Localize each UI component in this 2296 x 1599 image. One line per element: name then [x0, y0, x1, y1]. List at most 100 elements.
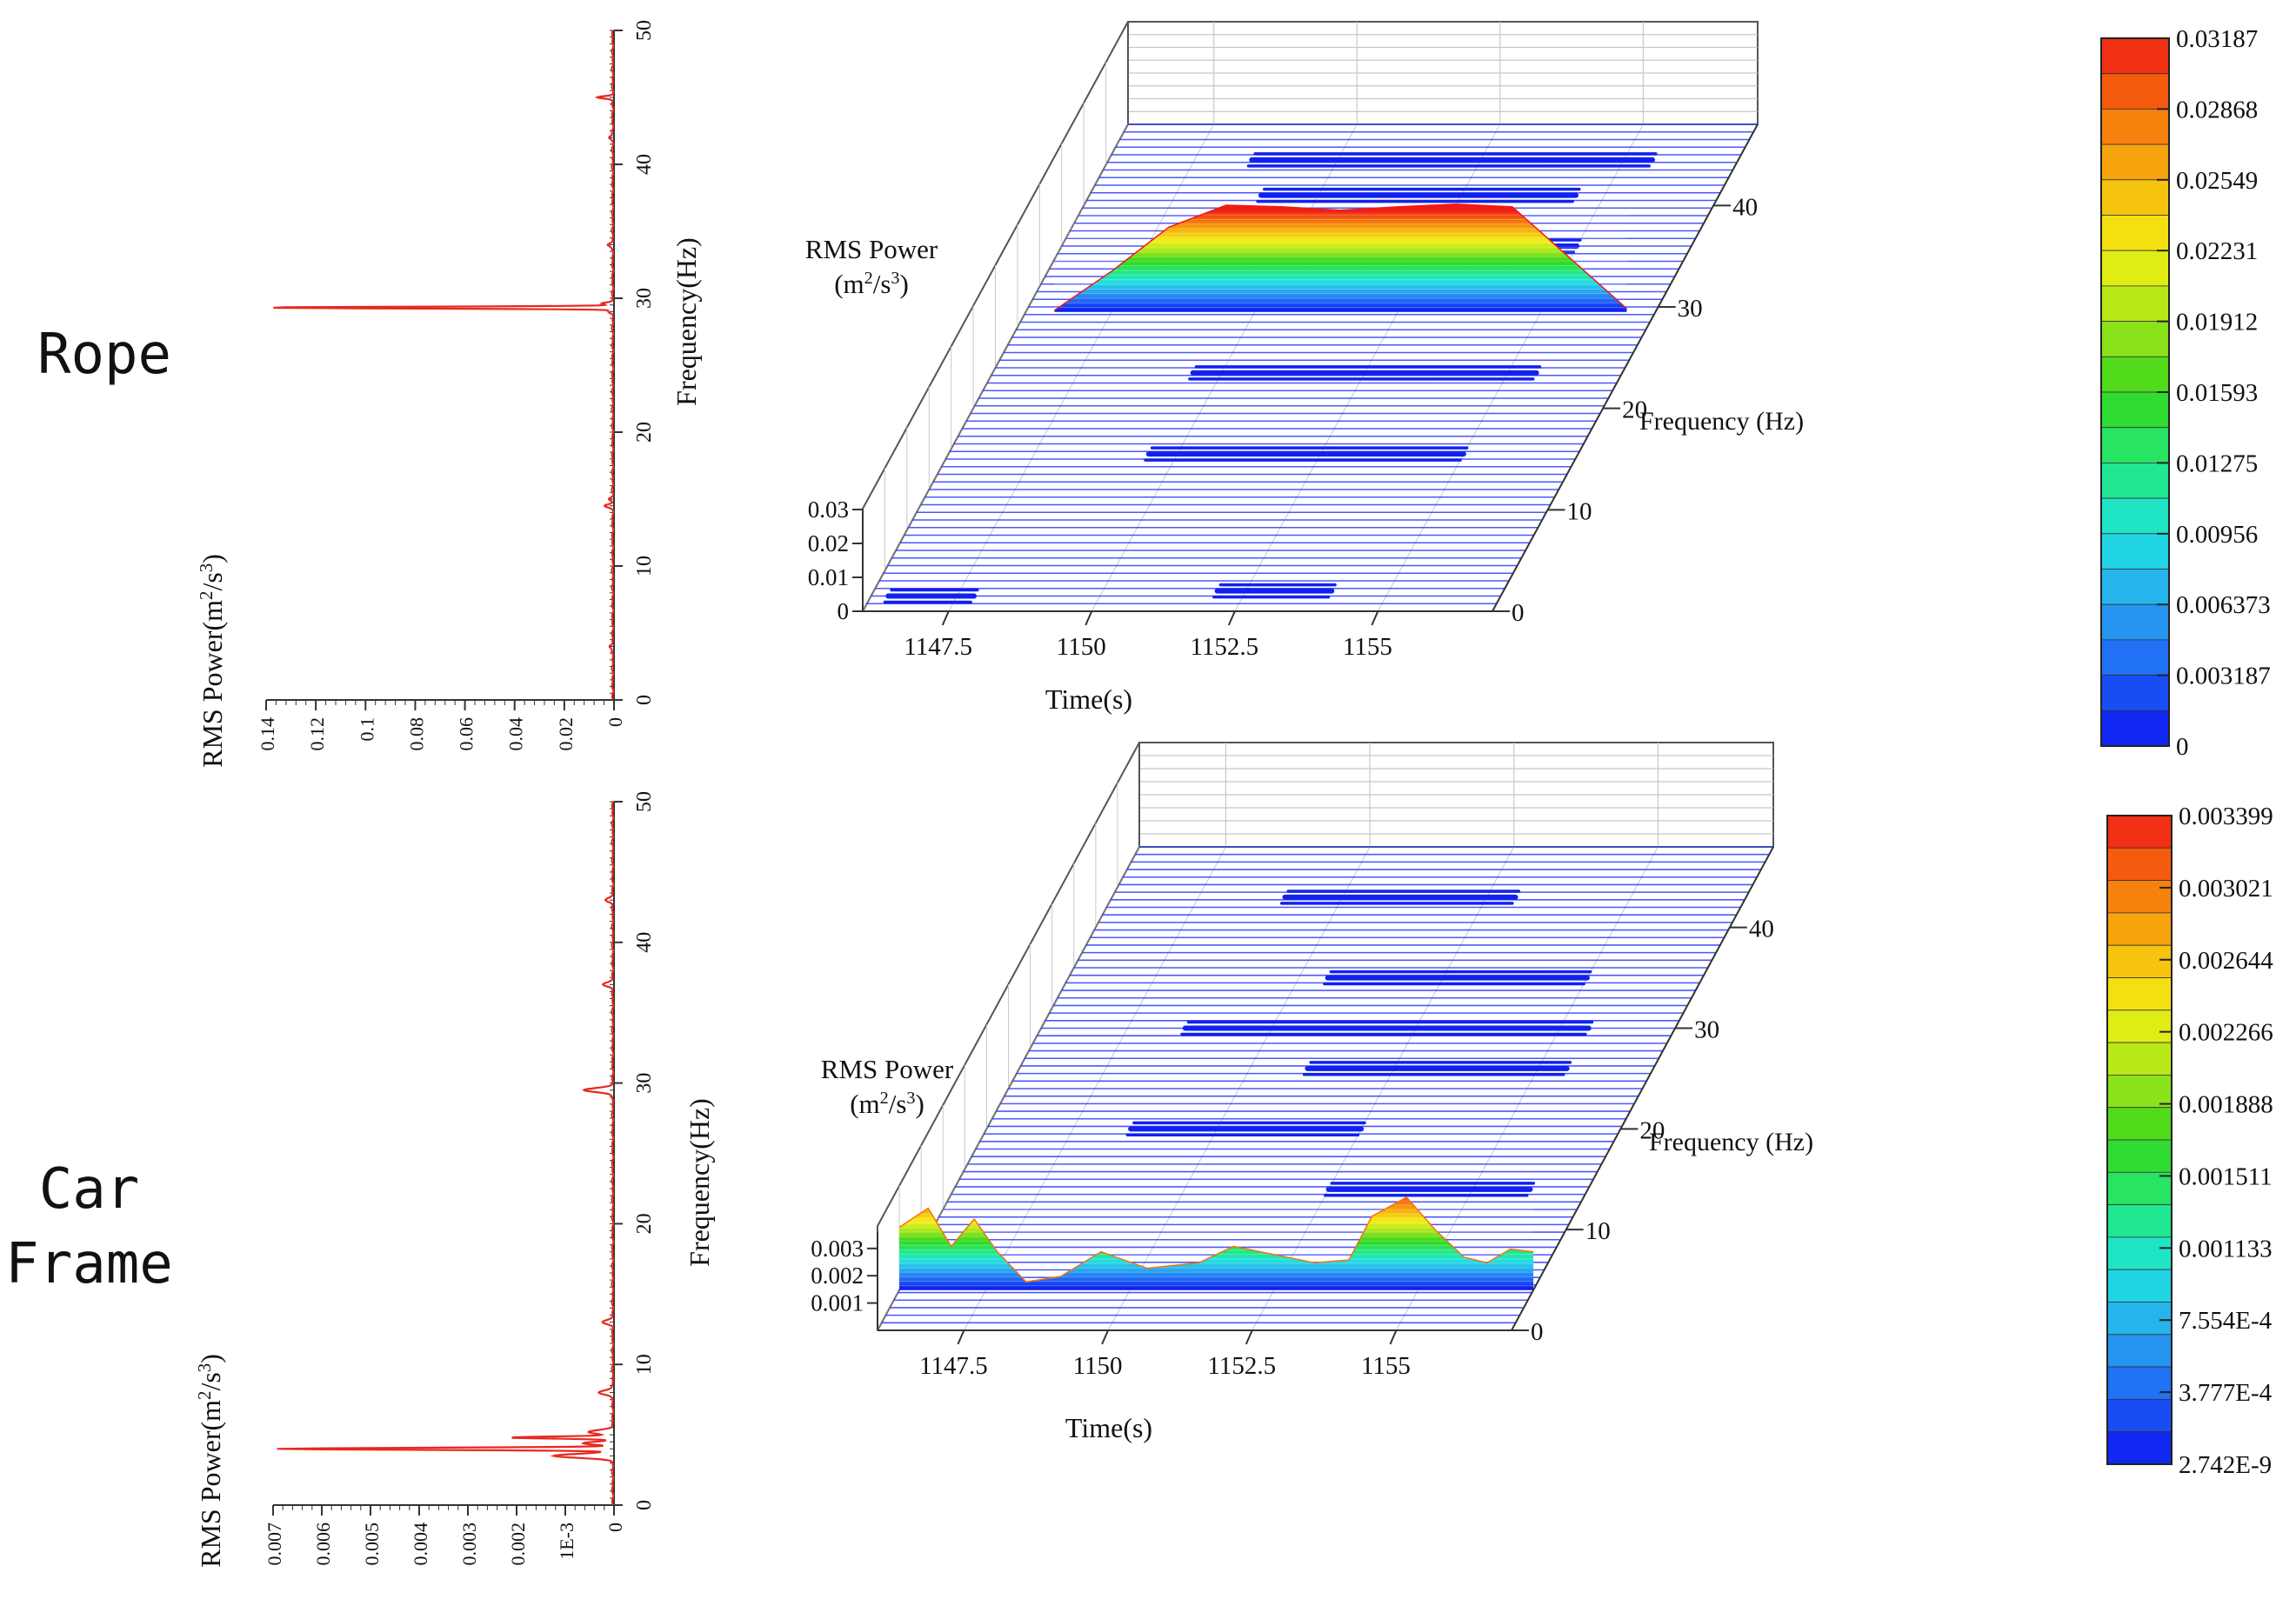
colorbar-swatch [2100, 73, 2170, 110]
z-tick-label: 0.01 [808, 564, 849, 590]
y-tick-label: 20 [633, 422, 656, 443]
y-tick-label: 50 [633, 20, 656, 41]
y-tick-label: 30 [633, 1073, 656, 1094]
colorbar-swatch [2106, 880, 2173, 914]
colorbar-swatch [2106, 977, 2173, 1011]
colorbar-swatch [2106, 1269, 2173, 1303]
time-tick [941, 610, 950, 626]
x-tick-label: 0.08 [405, 717, 427, 751]
x-tick-label: 0 [604, 1522, 626, 1532]
y-axis-title: Frequency(Hz) [684, 1098, 715, 1267]
x-tick-label: 0.06 [456, 717, 477, 751]
z-tick-label: 0.002 [811, 1263, 864, 1289]
rope-label-line: Rope [37, 323, 172, 387]
colorbar-swatch [2106, 815, 2173, 849]
z-axis-title-units: (m2/s3) [834, 269, 909, 299]
colorbar-tick-label: 2.742E-9 [2179, 1451, 2272, 1479]
y-axis-title: Frequency(Hz) [671, 237, 702, 406]
x-tick-label: 0.003 [458, 1522, 480, 1566]
freq-tick-label: 40 [1749, 916, 1774, 943]
x-tick-label: 0.005 [361, 1522, 383, 1566]
carframe-label-line-2: Frame [5, 1232, 173, 1297]
colorbar-swatch [2106, 1139, 2173, 1173]
colorbar-swatch [2106, 1334, 2173, 1368]
carframe-spectrum-group: 0.007 0.006 0.005 0.004 0.003 0.002 1E-3 0 0 10 20… [195, 791, 716, 1568]
y-tick-label: 0 [633, 1500, 656, 1510]
colorbar-swatch [2100, 143, 2170, 181]
colorbar-swatch [2106, 1171, 2173, 1206]
carframe-label-line-1: Car [38, 1157, 140, 1222]
x-tick-label: 0.004 [410, 1522, 431, 1566]
y-tick-label: 40 [633, 154, 656, 175]
time-tick [957, 1329, 965, 1345]
time-tick-label: 1155 [1343, 633, 1392, 661]
z-tick-label: 0.03 [808, 496, 849, 523]
freq-tick-label: 30 [1678, 295, 1703, 323]
colorbar-tick-label: 0.02231 [2176, 237, 2258, 265]
x-tick-label: 0.002 [507, 1522, 529, 1566]
colorbar-tick-label: 7.554E-4 [2179, 1307, 2273, 1335]
colorbar-tick-label: 0.03187 [2176, 25, 2258, 53]
colorbar-swatch [2100, 109, 2170, 145]
x-tick-label: 0.12 [306, 717, 328, 751]
colorbar-tick-label: 0.002644 [2179, 947, 2273, 975]
colorbar-swatch [2106, 1009, 2173, 1043]
spectrum-series-line [273, 30, 615, 700]
carframe-colorbar: 0.003399 0.003021 0.002644 0.002266 0.001888… [2106, 803, 2273, 1479]
colorbar-swatch [2106, 1075, 2173, 1109]
x-tick-label: 1E-3 [556, 1522, 577, 1560]
freq-tick-label: 0 [1531, 1318, 1544, 1346]
freq-tick-label: 20 [1622, 396, 1647, 424]
y-tick-label: 0 [633, 695, 656, 705]
colorbar-tick-label: 0.01912 [2176, 309, 2258, 336]
time-tick-label: 1152.5 [1190, 633, 1258, 661]
carframe-row-label: Car Frame [0, 1152, 178, 1303]
time-axis-title: Time(s) [1065, 1412, 1152, 1443]
colorbar-tick-label: 0.001511 [2179, 1163, 2273, 1190]
ridge-surface [899, 1196, 1534, 1290]
ridge-crest [1053, 203, 1627, 311]
colorbar-tick-label: 0.002266 [2179, 1019, 2273, 1047]
y-tick-label: 40 [633, 932, 656, 953]
time-tick [1085, 610, 1093, 626]
y-tick-label: 20 [633, 1213, 656, 1234]
colorbar-tick-label: 0.003187 [2176, 663, 2271, 690]
ridge-surface [1054, 203, 1627, 312]
colorbar-swatch [2100, 356, 2170, 393]
rope-waterfall-group: 0 0.01 0.02 0.03 1147.5 1150 1152.5 1155 0 10 20 30… [805, 21, 1804, 715]
time-tick [1371, 610, 1379, 626]
colorbar-swatch [2100, 497, 2170, 535]
x-axis-title: RMS Power(m2/s3) [197, 554, 229, 768]
colorbar-swatch [2106, 1302, 2173, 1336]
colorbar-swatch [2100, 321, 2170, 357]
y-tick-label: 10 [633, 1354, 656, 1375]
rope-colorbar: 0.03187 0.02868 0.02549 0.02231 0.01912 0.015… [2100, 25, 2271, 761]
colorbar-tick-label: 3.777E-4 [2179, 1379, 2273, 1407]
time-tick-label: 1155 [1361, 1352, 1411, 1380]
colorbar-swatch [2106, 912, 2173, 946]
colorbar-swatch [2106, 1107, 2173, 1141]
colorbar-swatch [2100, 179, 2170, 216]
freq-tick-label: 30 [1694, 1016, 1719, 1044]
time-tick [1101, 1329, 1110, 1345]
colorbar-tick-label: 0.02868 [2176, 96, 2258, 123]
x-tick-label: 0 [604, 717, 626, 727]
colorbar-swatch [2106, 847, 2173, 881]
freq-tick-label: 0 [1512, 599, 1525, 627]
colorbar-tick-label: 0.003399 [2179, 803, 2273, 830]
freq-tick-label: 40 [1732, 193, 1758, 221]
time-tick-label: 1147.5 [919, 1352, 988, 1380]
colorbar-swatch [2106, 1236, 2173, 1270]
spectrum-series-line [277, 801, 615, 1505]
y-tick-label: 10 [633, 556, 656, 576]
colorbar-swatch [2100, 37, 2170, 75]
freq-tick-label: 10 [1585, 1217, 1611, 1245]
rope-spectrum-group: 0.14 0.12 0.1 0.08 0.06 0.04 0.02 0 0 10 20 30 40 50 R… [197, 20, 703, 768]
time-axis-title: Time(s) [1045, 683, 1132, 715]
x-tick-label: 0.006 [312, 1522, 334, 1566]
colorbar-swatch [2100, 250, 2170, 287]
colorbar-swatch [2106, 1431, 2173, 1465]
z-tick-label: 0 [838, 598, 850, 624]
freq-tick-label: 10 [1567, 497, 1592, 525]
